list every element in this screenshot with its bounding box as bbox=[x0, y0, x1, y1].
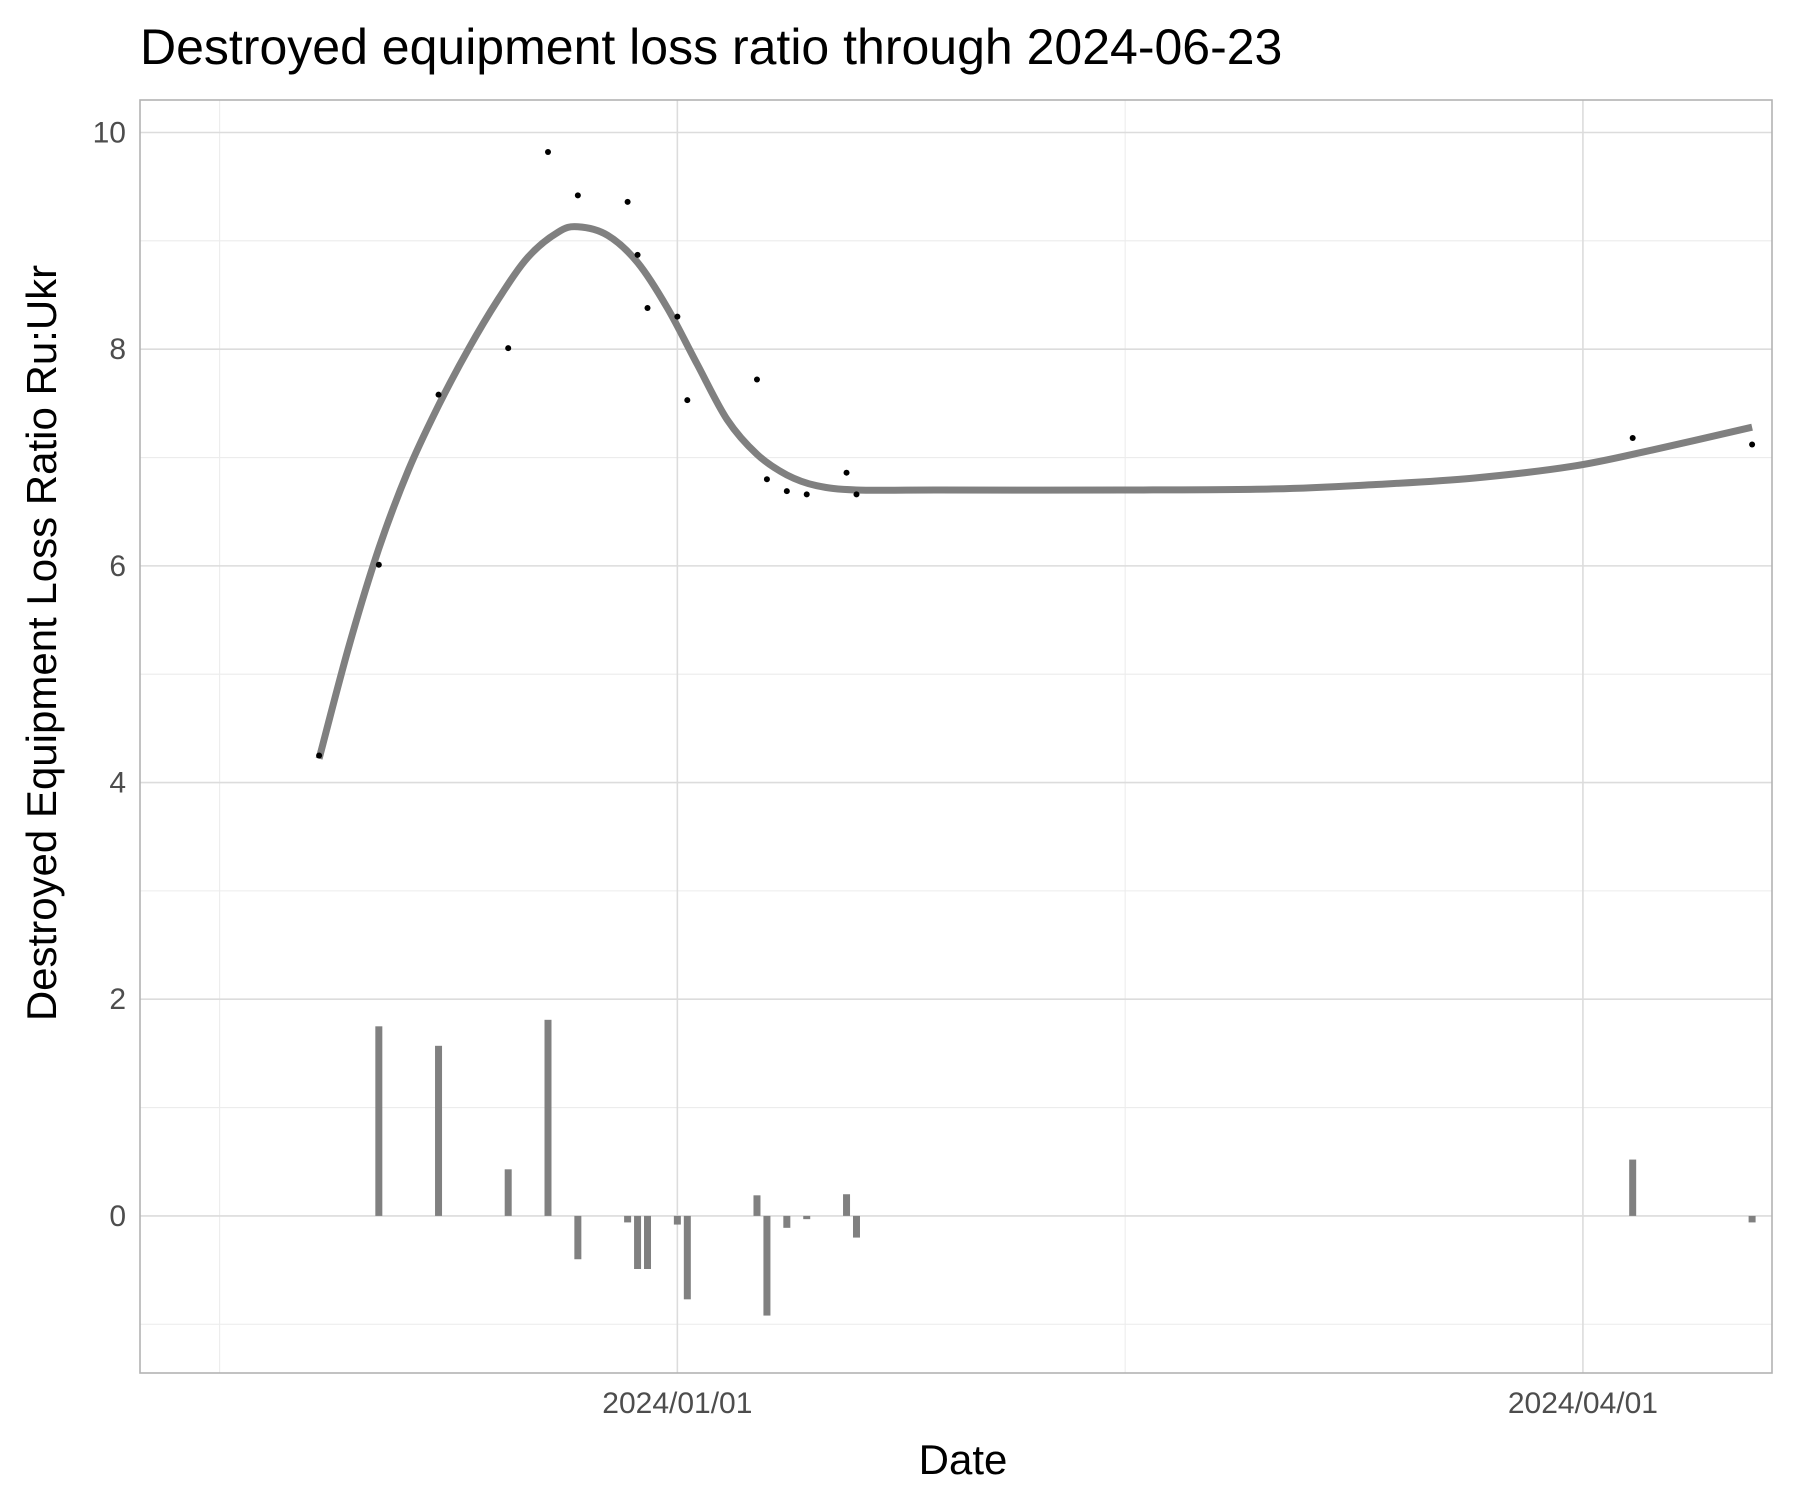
x-tick-label: 2024/01/01 bbox=[602, 1387, 752, 1420]
x-axis-title: Date bbox=[919, 1436, 1008, 1483]
data-point bbox=[763, 476, 770, 483]
difference-bar bbox=[634, 1215, 642, 1269]
x-axis-tick-labels: 2024/01/01 2024/04/01 bbox=[602, 1387, 1658, 1420]
data-point bbox=[644, 305, 651, 312]
difference-bar bbox=[574, 1215, 582, 1260]
data-point bbox=[803, 491, 810, 498]
data-point bbox=[545, 149, 551, 156]
x-tick-label: 2024/04/01 bbox=[1508, 1387, 1658, 1420]
data-point bbox=[674, 313, 681, 320]
data-point bbox=[435, 391, 442, 398]
y-tick-label: 2 bbox=[109, 983, 126, 1016]
data-point bbox=[684, 397, 691, 404]
difference-bar bbox=[435, 1045, 443, 1216]
difference-bars bbox=[375, 1019, 1756, 1316]
data-point bbox=[316, 752, 323, 759]
difference-bar bbox=[763, 1215, 771, 1316]
difference-bar bbox=[504, 1169, 512, 1216]
difference-bar bbox=[852, 1215, 860, 1238]
y-tick-label: 0 bbox=[109, 1200, 126, 1233]
difference-bar bbox=[843, 1194, 851, 1216]
data-point bbox=[634, 251, 641, 258]
data-point bbox=[505, 345, 512, 352]
y-tick-label: 6 bbox=[109, 550, 126, 583]
smoothed-trend-line bbox=[315, 223, 1753, 760]
grid bbox=[140, 100, 1772, 1373]
difference-bar bbox=[1629, 1159, 1637, 1216]
data-point bbox=[1629, 435, 1636, 442]
difference-bar bbox=[803, 1215, 811, 1220]
difference-bar bbox=[673, 1215, 681, 1225]
data-point bbox=[843, 469, 850, 476]
y-tick-label: 10 bbox=[93, 117, 126, 150]
difference-bar bbox=[1748, 1215, 1756, 1223]
difference-bar bbox=[624, 1215, 632, 1223]
y-tick-label: 8 bbox=[109, 333, 126, 366]
data-point bbox=[853, 491, 860, 498]
data-point bbox=[753, 376, 760, 383]
data-points bbox=[316, 149, 1756, 759]
y-axis-title: Destroyed Equipment Loss Ratio Ru:Ukr bbox=[18, 265, 65, 1021]
trend-line-path bbox=[315, 223, 1753, 760]
data-point bbox=[1749, 441, 1756, 448]
y-axis-tick-labels: 0 2 4 6 8 10 bbox=[93, 117, 126, 1233]
difference-bar bbox=[375, 1026, 383, 1216]
difference-bar bbox=[783, 1215, 791, 1228]
difference-bar bbox=[544, 1019, 552, 1216]
difference-bar bbox=[644, 1215, 652, 1269]
data-point bbox=[783, 488, 790, 495]
data-point bbox=[574, 192, 581, 199]
data-point bbox=[375, 561, 382, 568]
y-tick-label: 4 bbox=[109, 767, 126, 800]
data-point bbox=[624, 198, 631, 205]
plot-panel-border bbox=[139, 99, 1773, 1374]
chart-title: Destroyed equipment loss ratio through 2… bbox=[140, 19, 1282, 75]
difference-bar bbox=[753, 1195, 761, 1216]
difference-bar bbox=[683, 1215, 691, 1300]
